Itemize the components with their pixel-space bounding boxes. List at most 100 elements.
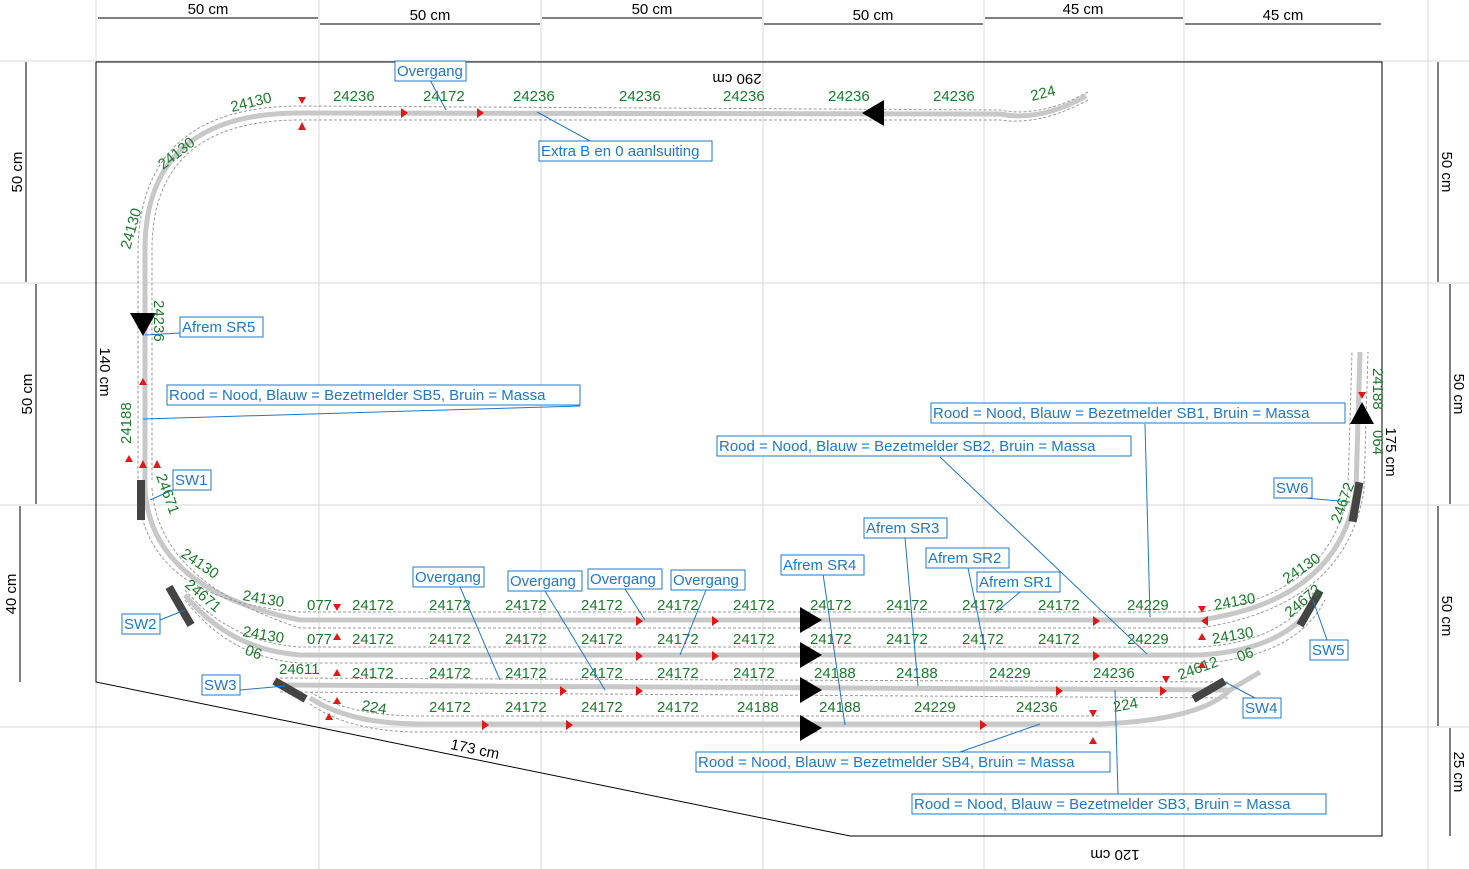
dim-board-right: 175 cm (1382, 427, 1399, 476)
arrow-left-icon (862, 100, 884, 126)
dim-right-4: 25 cm (1450, 752, 1467, 793)
switch-block-sw6 (1348, 481, 1364, 523)
signal-icon (1093, 651, 1100, 661)
track-number: 24229 (989, 665, 1031, 682)
label-afrem-sr1: Afrem SR1 (976, 571, 1061, 593)
dim-left-1: 50 cm (9, 152, 26, 193)
switch-markers (137, 480, 1364, 703)
track-number: 24172 (733, 631, 775, 648)
track-number: 24188 (737, 699, 779, 716)
track-numbers-row3: 06 24611 24172 24172 24172 24172 24172 2… (243, 642, 1256, 684)
signal-icon (980, 720, 987, 730)
label-text: Rood = Nood, Blauw = Bezetmelder SB4, Br… (698, 754, 1075, 771)
label-text: SW3 (204, 677, 237, 694)
dim-board-bottom: 120 cm (1090, 846, 1139, 863)
track-number: 24172 (1038, 631, 1080, 648)
track-number: 24172 (810, 631, 852, 648)
track-number: 24236 (150, 300, 167, 342)
track-number: 24236 (933, 88, 975, 105)
track-number: 24172 (962, 597, 1004, 614)
label-text: SW6 (1276, 480, 1309, 497)
dim-top-2: 50 cm (410, 7, 451, 24)
signal-icon (712, 651, 719, 661)
track-number: 24236 (1016, 699, 1058, 716)
signal-icon (139, 378, 147, 385)
track-number: 24229 (1127, 597, 1169, 614)
top-dimensions: 50 cm 50 cm 50 cm 50 cm 45 cm 45 cm (98, 1, 1381, 25)
track-number: 24172 (429, 631, 471, 648)
track-numbers-top: 24130 24236 24172 24236 24236 24236 2423… (229, 82, 1057, 116)
dim-right-3: 50 cm (1438, 596, 1455, 637)
label-overgang-1: Overgang (412, 566, 485, 588)
track-number: 24236 (828, 88, 870, 105)
track-number: 24236 (1093, 665, 1135, 682)
track-number: 24172 (657, 665, 699, 682)
track-number: 24611 (279, 661, 320, 678)
signal-icon (1198, 633, 1206, 640)
labels: Overgang Extra B en 0 aanlsuiting Afrem … (121, 60, 1349, 815)
label-sw4: SW4 (1242, 697, 1282, 719)
signal-icon (325, 713, 333, 720)
label-text: Afrem SR4 (783, 557, 856, 574)
track-number: 064 (1369, 430, 1386, 455)
label-sw3: SW3 (201, 674, 241, 696)
dim-left-2: 50 cm (19, 374, 36, 415)
label-overgang-4: Overgang (670, 569, 746, 591)
track-number: 24188 (819, 699, 861, 716)
label-text: Afrem SR2 (928, 550, 1001, 567)
signal-icon (333, 697, 341, 704)
switch-block-sw3 (272, 677, 308, 703)
signal-icon (298, 97, 306, 104)
signal-icon (636, 686, 643, 696)
label-extra: Extra B en 0 aanlsuiting (538, 140, 713, 162)
arrow-right-icon (800, 677, 822, 703)
dim-board-top: 290 cm (712, 70, 761, 87)
signal-icon (333, 604, 341, 611)
track-number: 24236 (513, 88, 555, 105)
track-number: 24172 (429, 597, 471, 614)
track-number: 24612 (1176, 654, 1221, 684)
signal-icon (1056, 686, 1063, 696)
label-text: Overgang (397, 63, 463, 80)
track-number: 24229 (1127, 631, 1169, 648)
signal-icon (560, 686, 567, 696)
label-text: SW2 (124, 616, 157, 633)
right-dimensions: 50 cm 50 cm 50 cm 25 cm (1437, 62, 1467, 836)
board-outline: 290 cm 140 cm 175 cm 120 cm 173 cm (95, 61, 1399, 863)
arrow-right-icon (800, 715, 822, 741)
track-number: 24172 (505, 597, 547, 614)
track-number: 24172 (733, 597, 775, 614)
track-number: 06 (1235, 644, 1256, 666)
track-number: 24172 (810, 597, 852, 614)
track-number: 224 (360, 697, 388, 718)
track-numbers-row4: 224 24172 24172 24172 24172 24188 24188 … (360, 695, 1139, 718)
track-number: 24188 (118, 402, 135, 444)
dim-left-3: 40 cm (3, 574, 20, 615)
signal-icon (636, 616, 643, 626)
signal-icon (1198, 606, 1206, 613)
label-text: Afrem SR5 (182, 319, 255, 336)
label-sw1: SW1 (172, 469, 212, 491)
track-number: 24236 (723, 88, 765, 105)
signal-icon (1160, 686, 1167, 696)
dim-right-1: 50 cm (1438, 152, 1455, 193)
signal-icon (636, 651, 643, 661)
signal-icon (139, 460, 147, 468)
signal-icon (1358, 392, 1366, 399)
label-sw6: SW6 (1273, 477, 1313, 499)
signal-icon (153, 460, 161, 468)
track-number: 24172 (505, 631, 547, 648)
label-overgang-top: Overgang (394, 60, 467, 82)
switch-block-sw2 (165, 584, 195, 628)
track-number: 24130 (1211, 624, 1255, 648)
signal-icon (1093, 616, 1100, 626)
signal-icon (333, 633, 341, 640)
track-number: 24172 (352, 665, 394, 682)
signal-icon (1162, 676, 1170, 683)
track-number: 24172 (352, 597, 394, 614)
label-text: Afrem SR1 (979, 574, 1052, 591)
track-numbers-row2: 24130 077 24172 24172 24172 24172 24172 … (241, 623, 1254, 648)
signal-icon (1201, 616, 1208, 626)
